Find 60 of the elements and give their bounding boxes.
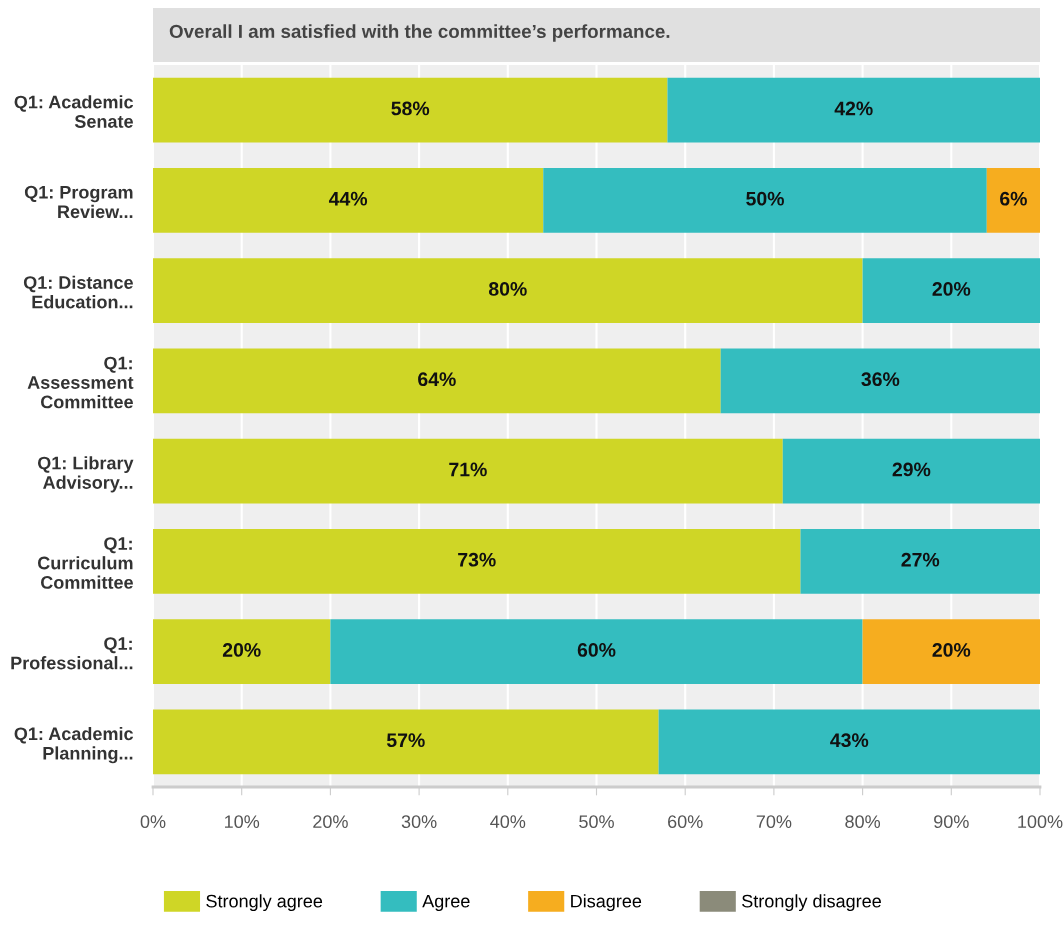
data-label: 6% <box>1000 191 1027 206</box>
bar <box>153 348 721 414</box>
x-tick-label: 80% <box>845 815 881 829</box>
data-label: 36% <box>861 372 900 387</box>
bar <box>153 528 801 594</box>
bar <box>543 167 987 233</box>
data-label: 57% <box>386 733 425 748</box>
bar <box>862 258 1040 324</box>
x-tick-label: 100% <box>1018 815 1063 829</box>
x-tick-label: 10% <box>225 815 260 829</box>
bar <box>153 709 659 775</box>
data-label: 44% <box>328 191 368 206</box>
bar <box>153 77 668 143</box>
legend-label: Strongly disagree <box>742 894 881 912</box>
bar <box>153 167 544 233</box>
bar <box>153 619 331 685</box>
bar <box>667 77 1040 143</box>
y-tick-label: Q1: Curriculum Committee <box>37 537 133 589</box>
legend-label: Strongly agree <box>206 894 323 912</box>
x-tick-label: 50% <box>579 815 614 829</box>
x-tick-label: 60% <box>668 815 703 829</box>
bar <box>986 167 1040 233</box>
data-label: 20% <box>932 282 971 296</box>
data-label: 43% <box>830 733 869 748</box>
y-tick-label: Q1: Academic Senate <box>14 95 134 128</box>
legend-label: Agree <box>422 894 470 912</box>
y-tick-label: Q1: Academic Planning... <box>14 726 134 764</box>
data-label: 58% <box>391 101 430 116</box>
data-label: 60% <box>577 643 616 657</box>
y-tick-label: Q1: Program Review... <box>24 185 133 219</box>
data-label: 71% <box>449 462 487 477</box>
x-tick-label: 70% <box>756 815 792 829</box>
bar <box>658 709 1040 775</box>
bar <box>782 438 1040 504</box>
x-tick-label: 30% <box>401 815 437 829</box>
y-tick-label: Q1: Library Advisory... <box>37 456 134 493</box>
data-label: 42% <box>834 101 873 116</box>
y-tick-label: Q1: Distance Education... <box>23 275 133 309</box>
x-tick-label: 20% <box>313 815 348 829</box>
chart-title: Overall I am satisfied with the committee’s performance. <box>169 24 670 42</box>
data-label: 50% <box>746 191 784 206</box>
data-label: 27% <box>901 552 940 567</box>
data-label: 73% <box>458 552 496 567</box>
bar <box>800 528 1040 594</box>
y-tick-label: Q1: Professional... <box>11 637 133 670</box>
bar <box>862 619 1040 685</box>
data-label: 64% <box>418 372 456 387</box>
data-label: 20% <box>932 643 971 657</box>
x-tick-label: 0% <box>140 815 166 829</box>
x-tick-label: 40% <box>490 815 526 829</box>
data-label: 20% <box>222 643 261 657</box>
bar <box>720 348 1040 414</box>
x-tick-label: 90% <box>934 815 969 829</box>
data-label: 29% <box>892 462 931 477</box>
data-label: 80% <box>488 282 527 296</box>
legend-label: Disagree <box>571 894 642 912</box>
bar <box>330 619 863 685</box>
y-tick-label: Q1: Assessment Committee <box>27 356 134 409</box>
bar <box>153 438 783 504</box>
bar <box>153 258 863 324</box>
